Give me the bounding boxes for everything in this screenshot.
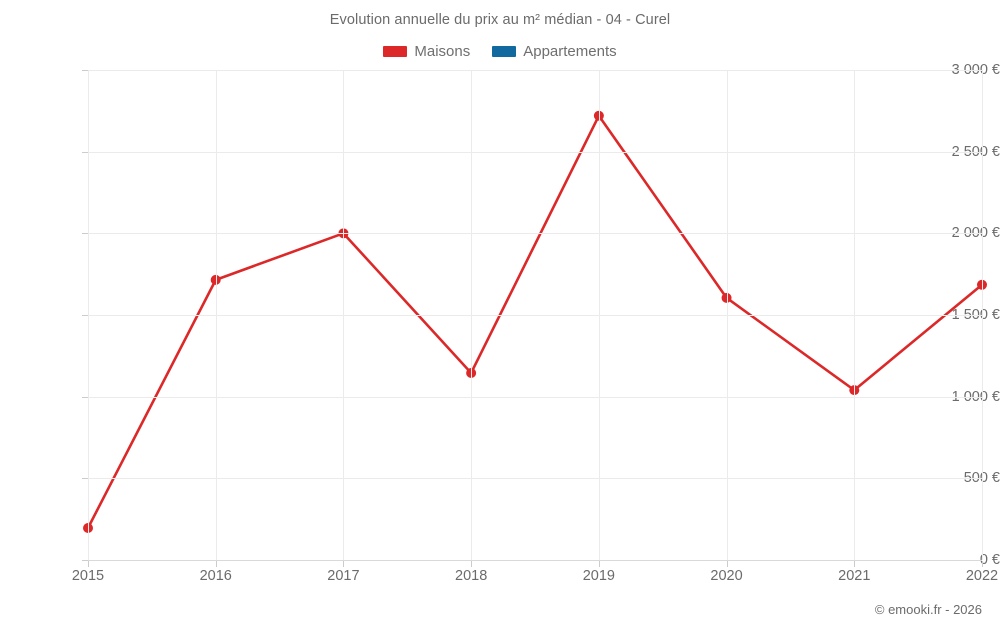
series-line-maisons (86, 114, 984, 530)
y-axis-tick-mark (82, 315, 88, 316)
x-axis-tick-label: 2021 (838, 568, 871, 584)
gridline-vertical (215, 70, 217, 560)
x-axis-tick-mark (343, 561, 345, 567)
series-layer (83, 110, 987, 533)
y-axis-tick-mark (82, 560, 88, 561)
gridline-vertical (854, 70, 856, 560)
x-axis-tick-mark (88, 561, 89, 567)
y-axis-tick-label: 0 € (979, 552, 1000, 568)
gridline-horizontal (88, 315, 982, 316)
data-point[interactable] (466, 367, 477, 378)
y-axis-tick-mark (82, 70, 88, 71)
gridline-horizontal (88, 233, 982, 235)
gridline-horizontal (88, 478, 982, 480)
y-axis-tick-mark (82, 233, 88, 235)
legend-swatch-appartements (492, 46, 517, 57)
gridline-vertical (471, 70, 473, 560)
legend-item-maisons[interactable]: Maisons (383, 43, 470, 60)
x-axis-tick-label: 2016 (199, 568, 232, 584)
gridline-vertical (598, 70, 600, 560)
footer-credit: © emooki.fr - 2026 (874, 602, 982, 617)
legend-item-appartements[interactable]: Appartements (492, 43, 617, 60)
y-axis-tick-mark (82, 151, 88, 153)
x-axis-tick-label: 2018 (455, 568, 488, 584)
x-axis-tick-mark (982, 561, 983, 567)
gridline-vertical (726, 70, 728, 560)
chart-legend: Maisons Appartements (0, 43, 1000, 60)
gridline-vertical (88, 70, 89, 560)
y-axis-tick-mark (82, 478, 88, 480)
x-axis-tick-mark (215, 561, 217, 567)
x-axis-line (88, 560, 982, 561)
gridline-horizontal (88, 70, 982, 71)
legend-label-maisons: Maisons (414, 43, 471, 60)
plot-area (83, 70, 987, 560)
gridline-horizontal (88, 396, 982, 398)
x-axis-tick-label: 2017 (327, 568, 360, 584)
gridline-vertical (982, 70, 983, 560)
legend-label-appartements: Appartements (523, 43, 617, 60)
gridline-horizontal (88, 151, 982, 153)
x-axis-tick-label: 2015 (71, 568, 105, 584)
x-axis-tick-label: 2022 (965, 568, 999, 584)
y-axis-tick-mark (82, 396, 88, 398)
x-axis-tick-mark (726, 561, 728, 567)
x-axis-tick-label: 2019 (582, 568, 615, 584)
x-axis-tick-mark (854, 561, 856, 567)
x-axis-tick-label: 2020 (710, 568, 743, 584)
legend-swatch-maisons (383, 46, 408, 57)
x-axis-tick-mark (471, 561, 473, 567)
chart-title: Evolution annuelle du prix au m² médian … (329, 12, 671, 28)
gridline-vertical (343, 70, 345, 560)
x-axis-tick-mark (598, 561, 600, 567)
